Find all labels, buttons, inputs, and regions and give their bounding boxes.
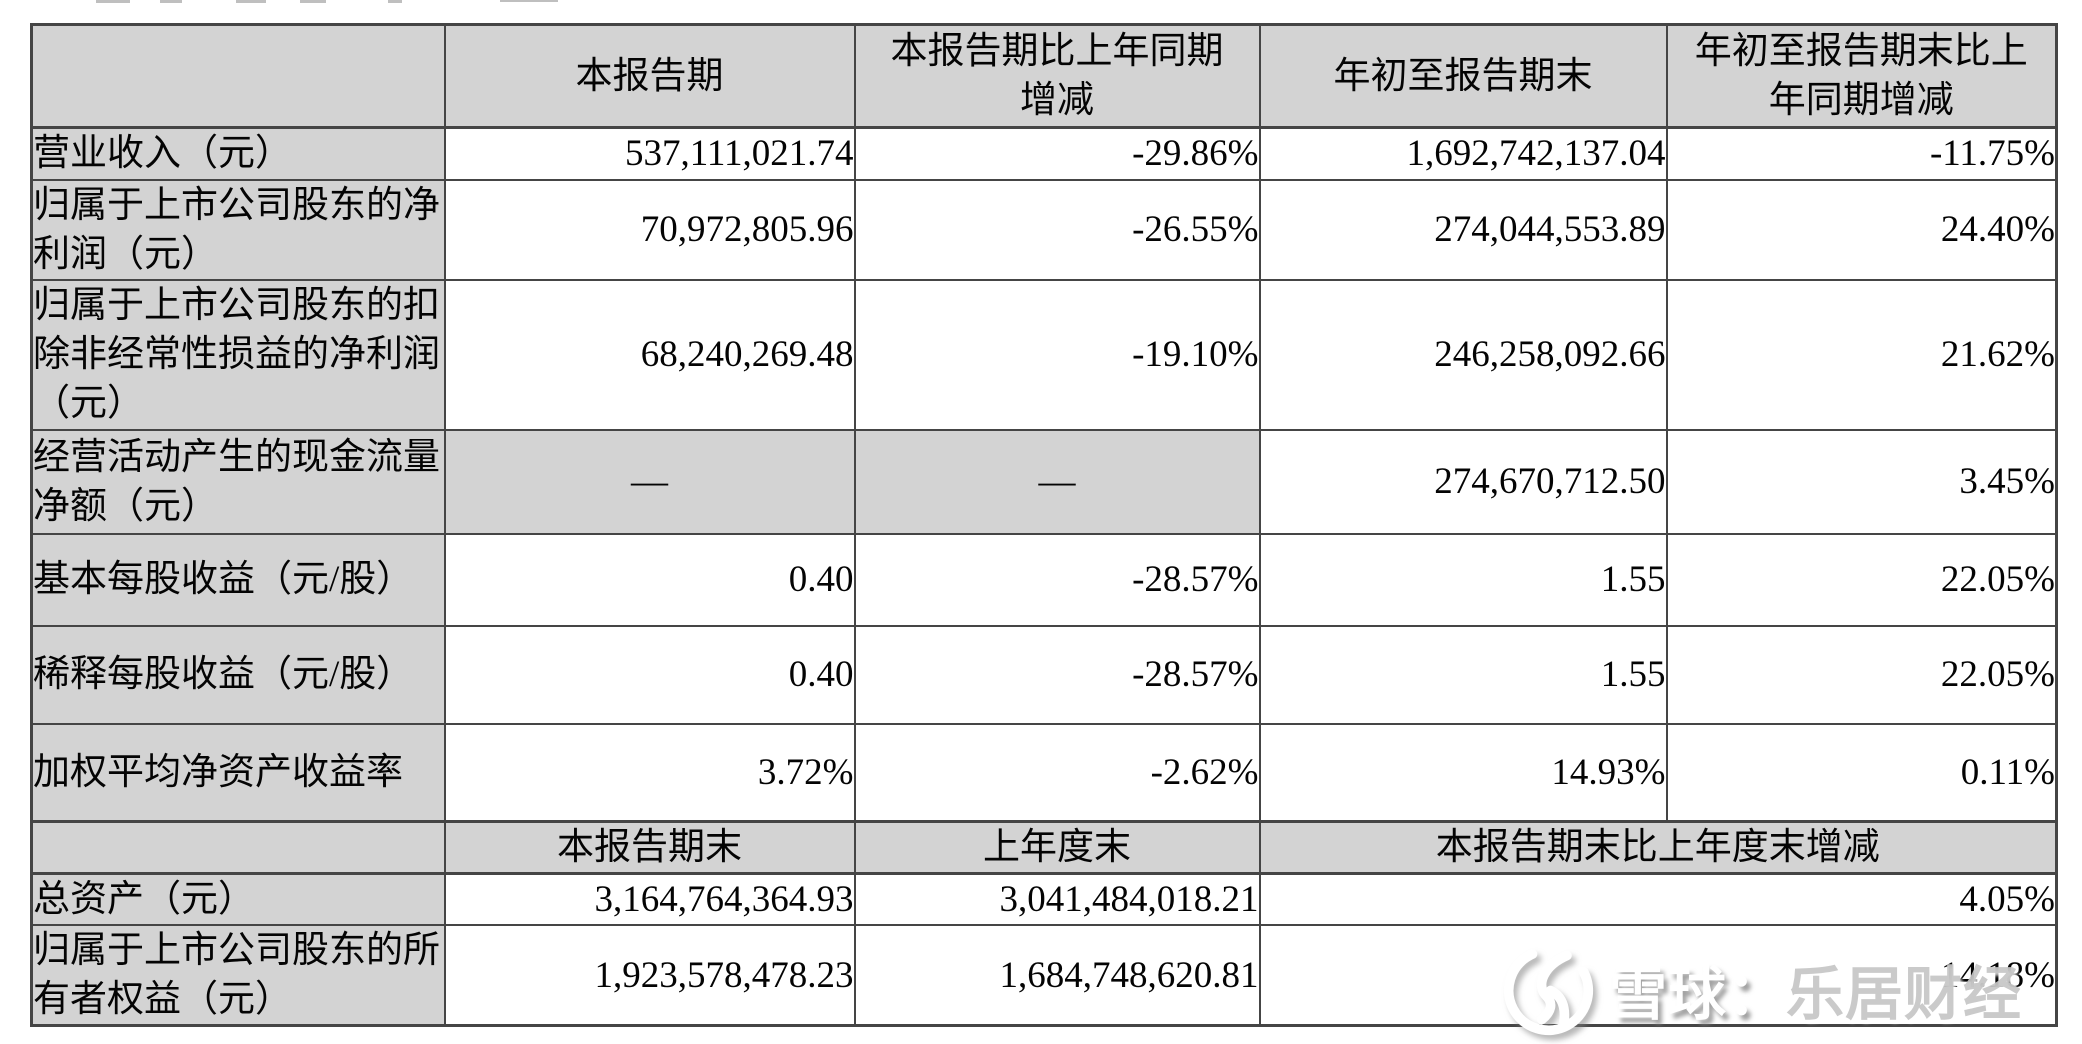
subheader-end-of-prior-year: 上年度末	[853, 820, 1261, 875]
row-revenue: 营业收入（元） 537,111,021.74 -29.86% 1,692,742…	[30, 126, 2058, 181]
cell-value: 14.93%	[1258, 722, 1668, 823]
row-label: 归属于上市公司股东的净利润（元）	[30, 178, 446, 281]
cell-value: -11.75%	[1665, 126, 2058, 181]
row-operating-cash-flow: 经营活动产生的现金流量净额（元） — — 274,670,712.50 3.45…	[30, 428, 2058, 535]
row-net-profit-deducted: 归属于上市公司股东的扣除非经常性损益的净利润（元） 68,240,269.48 …	[30, 278, 2058, 431]
cell-value: -29.86%	[853, 126, 1261, 181]
cell-value: 70,972,805.96	[443, 178, 856, 281]
cell-value: 1,923,578,478.23	[443, 924, 856, 1027]
cell-value: 1,684,748,620.81	[853, 924, 1261, 1027]
cell-value: -26.55%	[853, 178, 1261, 281]
cell-value: 274,670,712.50	[1258, 428, 1668, 535]
row-label: 基本每股收益（元/股）	[30, 532, 446, 627]
header-current-period: 本报告期	[443, 23, 856, 129]
cell-value: 14.18%	[1258, 924, 2058, 1027]
header-corner-cell	[30, 23, 446, 129]
row-label: 归属于上市公司股东的所有者权益（元）	[30, 924, 446, 1027]
subheader-corner-cell	[30, 820, 446, 875]
cell-value: 21.62%	[1665, 278, 2058, 431]
cell-value: 3.72%	[443, 722, 856, 823]
row-label: 经营活动产生的现金流量净额（元）	[30, 428, 446, 535]
row-total-assets: 总资产（元） 3,164,764,364.93 3,041,484,018.21…	[30, 872, 2058, 926]
row-label: 总资产（元）	[30, 872, 446, 926]
text-fragment	[388, 0, 402, 3]
cell-value: 537,111,021.74	[443, 126, 856, 181]
cell-value: 68,240,269.48	[443, 278, 856, 431]
cell-value: 1.55	[1258, 532, 1668, 627]
cell-value: 1.55	[1258, 624, 1668, 725]
financial-summary-table: 本报告期 本报告期比上年同期增减 年初至报告期末 年初至报告期末比上年同期增减 …	[30, 23, 2058, 1027]
row-weighted-roe: 加权平均净资产收益率 3.72% -2.62% 14.93% 0.11%	[30, 722, 2058, 823]
text-fragment	[96, 0, 130, 3]
row-net-profit: 归属于上市公司股东的净利润（元） 70,972,805.96 -26.55% 2…	[30, 178, 2058, 281]
cell-value: 22.05%	[1665, 624, 2058, 725]
row-equity: 归属于上市公司股东的所有者权益（元） 1,923,578,478.23 1,68…	[30, 924, 2058, 1027]
header-current-period-yoy: 本报告期比上年同期增减	[853, 23, 1261, 129]
row-label: 加权平均净资产收益率	[30, 722, 446, 823]
cell-value: 24.40%	[1665, 178, 2058, 281]
cell-value: -28.57%	[853, 624, 1261, 725]
header-year-to-date: 年初至报告期末	[1258, 23, 1668, 129]
cell-value: -2.62%	[853, 722, 1261, 823]
table-header-row: 本报告期 本报告期比上年同期增减 年初至报告期末 年初至报告期末比上年同期增减	[30, 23, 2058, 129]
header-year-to-date-yoy: 年初至报告期末比上年同期增减	[1665, 23, 2058, 129]
subheader-end-of-period: 本报告期末	[443, 820, 856, 875]
cell-value: —	[443, 428, 856, 535]
text-fragment	[300, 0, 326, 3]
cell-value: 1,692,742,137.04	[1258, 126, 1668, 181]
cell-value: 0.11%	[1665, 722, 2058, 823]
cell-value: -28.57%	[853, 532, 1261, 627]
row-diluted-eps: 稀释每股收益（元/股） 0.40 -28.57% 1.55 22.05%	[30, 624, 2058, 725]
text-fragment	[160, 0, 182, 3]
cell-value: 4.05%	[1258, 872, 2058, 926]
row-basic-eps: 基本每股收益（元/股） 0.40 -28.57% 1.55 22.05%	[30, 532, 2058, 627]
row-label: 稀释每股收益（元/股）	[30, 624, 446, 725]
subheader-period-vs-prior-year: 本报告期末比上年度末增减	[1258, 820, 2058, 875]
cell-value: 0.40	[443, 624, 856, 725]
text-fragment	[500, 0, 558, 2]
table-subheader-row: 本报告期末 上年度末 本报告期末比上年度末增减	[30, 820, 2058, 875]
row-label: 营业收入（元）	[30, 126, 446, 181]
cell-value: —	[853, 428, 1261, 535]
cell-value: 0.40	[443, 532, 856, 627]
row-label: 归属于上市公司股东的扣除非经常性损益的净利润（元）	[30, 278, 446, 431]
text-fragment	[236, 0, 266, 3]
cell-value: -19.10%	[853, 278, 1261, 431]
cell-value: 22.05%	[1665, 532, 2058, 627]
cell-value: 3,164,764,364.93	[443, 872, 856, 926]
cell-value: 3.45%	[1665, 428, 2058, 535]
cell-value: 246,258,092.66	[1258, 278, 1668, 431]
cell-value: 3,041,484,018.21	[853, 872, 1261, 926]
cell-value: 274,044,553.89	[1258, 178, 1668, 281]
